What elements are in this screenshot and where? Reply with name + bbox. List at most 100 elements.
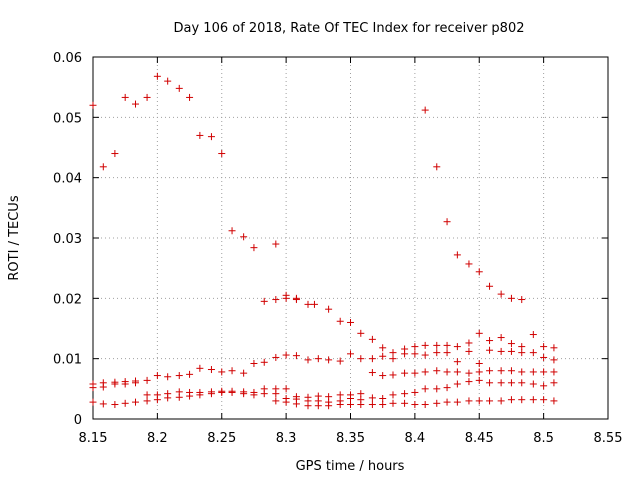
data-point-plus [282, 385, 290, 393]
data-point-plus [421, 341, 429, 349]
data-point-plus [111, 380, 119, 388]
data-point-plus [325, 305, 333, 313]
data-point-plus [379, 352, 387, 360]
data-point-plus [443, 368, 451, 376]
data-point-plus [529, 368, 537, 376]
data-point-plus [347, 350, 354, 358]
data-point-plus [228, 367, 236, 375]
data-point-plus [218, 368, 226, 376]
data-point-plus [89, 101, 97, 109]
y-axis-label: ROTI / TECUs [7, 195, 22, 280]
data-point-plus [368, 355, 376, 363]
data-point-plus [310, 300, 318, 308]
data-point-plus [389, 391, 397, 399]
data-point-plus [443, 349, 451, 357]
data-point-plus [497, 397, 505, 405]
data-point-plus [304, 402, 312, 410]
data-point-plus [507, 367, 515, 375]
data-point-plus [421, 351, 429, 359]
data-point-plus [368, 335, 376, 343]
data-point-plus [272, 397, 280, 405]
data-point-plus [497, 347, 505, 355]
data-point-plus [272, 240, 280, 248]
data-point-plus [486, 367, 494, 375]
data-point-plus [347, 318, 354, 326]
data-point-plus [379, 372, 387, 380]
x-tick-label: 8.3 [276, 431, 297, 446]
data-point-plus [282, 398, 290, 406]
x-tick-label: 8.25 [207, 431, 236, 446]
data-point-plus [304, 356, 312, 364]
data-point-plus [186, 370, 194, 378]
data-point-plus [357, 401, 365, 409]
data-point-plus [250, 388, 258, 396]
data-point-plus [175, 372, 183, 380]
data-point-plus [175, 393, 183, 401]
x-axis-label: GPS time / hours [296, 459, 405, 474]
data-point-plus [368, 369, 376, 377]
data-point-plus [475, 359, 483, 367]
grid-lines [93, 57, 608, 419]
data-point-plus [518, 349, 526, 357]
data-point-plus [347, 401, 354, 409]
data-point-plus [411, 350, 419, 358]
data-point-plus [186, 392, 194, 400]
data-point-plus [164, 394, 172, 402]
data-point-plus [260, 390, 268, 398]
data-point-plus [325, 356, 333, 364]
axis-ticks: 8.15 8.2 8.25 8.3 8.35 8.4 8.45 8.5 8.55 0 0.01 0.0… [53, 51, 622, 446]
data-point-plus [411, 369, 419, 377]
data-point-plus [465, 369, 473, 377]
data-point-plus [518, 343, 526, 351]
data-point-plus [250, 244, 258, 252]
data-point-plus [282, 294, 290, 302]
data-point-plus [529, 331, 537, 339]
data-point-plus [153, 396, 161, 404]
data-point-plus [207, 390, 215, 398]
data-point-plus [99, 400, 107, 408]
y-tick-label: 0 [74, 413, 82, 428]
data-point-plus [453, 380, 461, 388]
data-point-plus [143, 93, 151, 101]
data-point-plus [540, 396, 548, 404]
x-tick-label: 8.55 [594, 431, 623, 446]
data-point-plus [475, 268, 483, 276]
data-point-plus [368, 394, 376, 402]
data-point-plus [486, 282, 494, 290]
data-point-plus [497, 334, 505, 342]
data-point-plus [475, 397, 483, 405]
data-point-plus [433, 367, 441, 375]
data-point-plus [550, 379, 558, 387]
x-tick-label: 8.5 [533, 431, 554, 446]
data-point-plus [421, 385, 429, 393]
data-point-plus [389, 371, 397, 379]
data-point-plus [475, 376, 483, 384]
x-tick-label: 8.35 [336, 431, 365, 446]
data-point-plus [433, 341, 441, 349]
data-point-plus [314, 402, 322, 410]
data-point-plus [357, 329, 365, 337]
y-tick-label: 0.05 [53, 111, 82, 126]
data-point-plus [540, 353, 548, 361]
data-point-plus [99, 383, 107, 391]
data-point-plus [550, 397, 558, 405]
data-point-plus [336, 357, 344, 365]
data-point-plus [540, 368, 548, 376]
data-point-plus [282, 351, 290, 359]
data-point-plus [443, 218, 451, 226]
chart-title: Day 106 of 2018, Rate Of TEC Index for r… [174, 21, 525, 36]
data-point-plus [196, 391, 204, 399]
data-point-plus [131, 398, 139, 406]
data-point-plus [89, 384, 97, 392]
data-point-plus [292, 296, 300, 304]
data-points [89, 72, 558, 410]
data-point-plus [292, 400, 300, 408]
data-point-plus [453, 251, 461, 259]
data-point-plus [550, 368, 558, 376]
data-point-plus [389, 349, 397, 357]
data-point-plus [336, 401, 344, 409]
data-point-plus [186, 93, 194, 101]
data-point-plus [207, 366, 215, 374]
data-point-plus [421, 368, 429, 376]
